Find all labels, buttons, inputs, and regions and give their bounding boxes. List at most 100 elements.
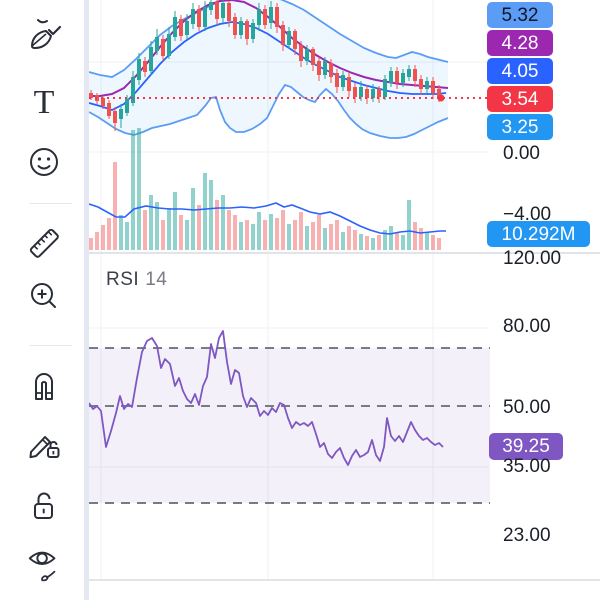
candle-body	[389, 71, 393, 83]
volume-bar	[233, 215, 237, 250]
volume-bar	[431, 235, 435, 250]
volume-bar	[281, 210, 285, 250]
volume-bar	[269, 214, 273, 250]
toolbar-chart-separator	[84, 0, 89, 600]
scale-label: 35.00	[503, 456, 551, 477]
candle-body	[125, 99, 129, 113]
volume-bar	[383, 230, 387, 250]
volume-bar	[125, 222, 129, 250]
candle-body	[167, 34, 171, 56]
scale-label: 0.00	[503, 143, 540, 164]
bollinger-lower-line	[88, 83, 449, 139]
candle-body	[353, 87, 357, 97]
candle-body	[161, 39, 165, 56]
candle-body	[395, 71, 399, 83]
volume-bar	[203, 173, 207, 250]
eye-brush-icon	[28, 551, 56, 582]
candle-body	[239, 21, 243, 35]
price-badge: 3.25	[487, 114, 553, 140]
candle-body	[131, 77, 135, 103]
ruler-icon	[29, 228, 59, 258]
volume-bar	[191, 188, 195, 250]
candle-body	[371, 89, 375, 98]
volume-bar	[185, 220, 189, 250]
candle-body	[185, 21, 189, 35]
candle-body	[365, 89, 369, 98]
pencil-lock-icon	[29, 436, 60, 459]
volume-bar	[293, 220, 297, 250]
brush-check-icon	[31, 25, 62, 49]
candle-body	[149, 47, 153, 71]
candle-body	[269, 7, 273, 23]
blue-ma-line	[88, 21, 447, 111]
volume-bar	[137, 128, 141, 250]
volume-bar	[437, 238, 441, 250]
volume-bar	[149, 195, 153, 250]
volume-bar	[215, 200, 219, 250]
candle-body	[383, 79, 387, 97]
candle-body	[197, 9, 201, 27]
volume-bar	[401, 235, 405, 250]
volume-bar	[95, 232, 99, 250]
candle-body	[347, 77, 351, 91]
candle-body	[203, 7, 207, 27]
magnet-tool-button[interactable]	[24, 366, 64, 406]
volume-bar	[365, 236, 369, 250]
volume-bar	[179, 215, 183, 250]
candle-body	[407, 69, 411, 77]
volume-bar	[413, 222, 417, 250]
volume-bar	[377, 235, 381, 250]
candle-body	[329, 63, 333, 77]
candle-body	[101, 98, 105, 106]
volume-bar	[155, 202, 159, 250]
price-badge: 4.05	[487, 58, 553, 84]
volume-bar	[371, 238, 375, 250]
volume-bar	[341, 232, 345, 250]
price-badge: 5.32	[487, 2, 553, 28]
candle-body	[257, 9, 261, 25]
candle-body	[233, 17, 237, 35]
text-tool-button[interactable]: T	[24, 82, 64, 122]
zoom-in-icon	[31, 283, 56, 308]
volume-bar	[257, 212, 261, 250]
volume-bar	[335, 220, 339, 250]
svg-text:T: T	[34, 84, 55, 121]
candle-body	[107, 103, 111, 116]
measure-tool-button[interactable]	[24, 223, 64, 263]
candle-body	[215, 2, 219, 19]
volume-bar	[245, 220, 249, 250]
brush-tool-button[interactable]	[24, 18, 64, 58]
volume-bar	[347, 226, 351, 250]
volume-bar	[353, 230, 357, 250]
candle-body	[377, 89, 381, 97]
lock-all-tool-button[interactable]	[24, 486, 64, 526]
volume-bar	[317, 215, 321, 250]
candle-body	[275, 7, 279, 27]
candle-body	[221, 3, 225, 18]
volume-bar	[263, 220, 267, 250]
volume-bar	[101, 225, 105, 250]
volume-bar	[275, 218, 279, 250]
volume-bar	[329, 224, 333, 250]
candle-body	[179, 19, 183, 36]
candle-body	[401, 73, 405, 83]
zoom-in-tool-button[interactable]	[24, 276, 64, 316]
price-badge: 39.25	[489, 433, 563, 460]
volume-bar	[167, 208, 171, 250]
volume-bar	[221, 195, 225, 250]
rsi-title-text: RSI	[106, 269, 140, 290]
candle-body	[317, 61, 321, 75]
hide-drawings-tool-button[interactable]	[24, 544, 64, 584]
rsi-indicator-title[interactable]: RSI 14	[106, 269, 167, 291]
emoji-tool-button[interactable]	[24, 142, 64, 182]
price-badge: 3.54	[487, 86, 553, 112]
volume-bar	[407, 200, 411, 250]
candle-body	[419, 79, 423, 89]
drawing-lock-tool-button[interactable]	[24, 424, 64, 464]
candle-body	[431, 81, 435, 93]
text-tool-icon: T	[34, 84, 55, 121]
candle-body	[425, 81, 429, 89]
partial-top-tool-button[interactable]	[24, 0, 64, 26]
